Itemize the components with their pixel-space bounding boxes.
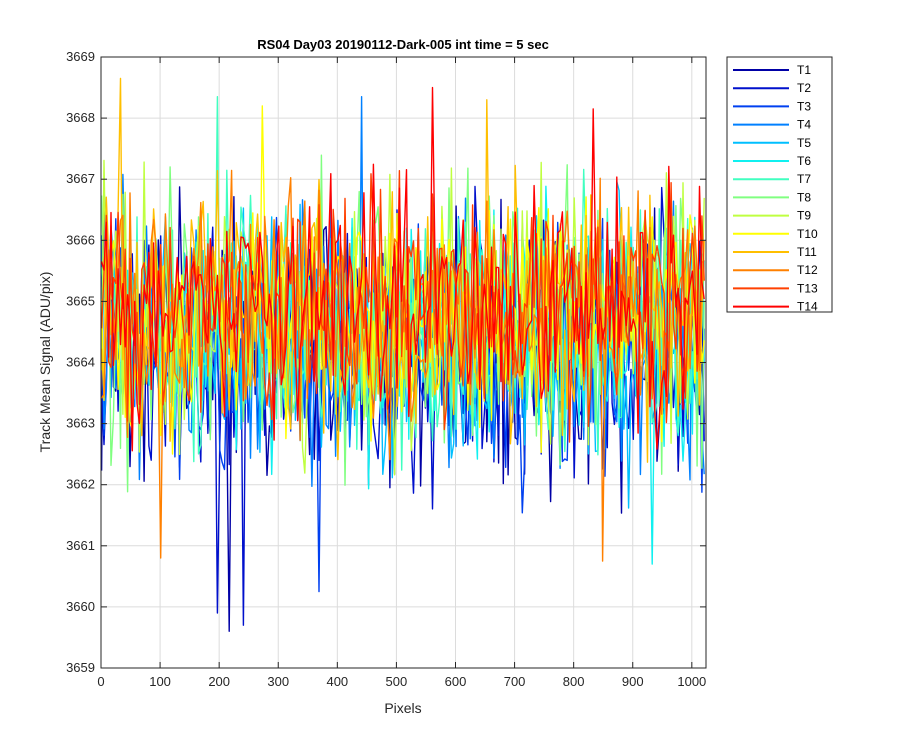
legend-entry-T5: T5 <box>797 136 811 150</box>
y-tick-label: 3668 <box>66 110 95 125</box>
series-line-T11 <box>101 77 705 463</box>
y-axis-ticks: 3659 3660 3661 3662 3663 3664 3665 3666 3667 3668… <box>66 49 706 675</box>
x-tick-label: 1000 <box>677 674 706 689</box>
x-tick-label: 900 <box>622 674 644 689</box>
x-axis-ticks: 0 100 200 300 400 500 600 700 800 900 1000 <box>97 57 706 689</box>
x-tick-label: 100 <box>149 674 171 689</box>
legend-entry-T11: T11 <box>797 245 817 259</box>
x-tick-label: 600 <box>445 674 467 689</box>
x-tick-label: 800 <box>563 674 585 689</box>
x-tick-label: 400 <box>326 674 348 689</box>
legend-entry-T10: T10 <box>797 227 818 241</box>
legend-entry-T8: T8 <box>797 190 811 204</box>
series-lines <box>101 77 705 632</box>
chart-title: RS04 Day03 20190112-Dark-005 int time = … <box>257 37 549 52</box>
x-axis-label: Pixels <box>384 700 421 716</box>
x-tick-label: 700 <box>504 674 526 689</box>
series-line-T7 <box>101 96 705 471</box>
legend-entry-T9: T9 <box>797 209 811 223</box>
y-tick-label: 3662 <box>66 477 95 492</box>
legend-entry-T4: T4 <box>797 118 811 132</box>
legend-entry-T13: T13 <box>797 281 818 295</box>
y-tick-label: 3667 <box>66 171 95 186</box>
y-tick-label: 3669 <box>66 49 95 64</box>
x-tick-label: 0 <box>97 674 104 689</box>
legend-entry-T7: T7 <box>797 172 811 186</box>
series-line-T14 <box>101 86 705 452</box>
legend-entry-T3: T3 <box>797 99 811 113</box>
legend-entry-T2: T2 <box>797 81 811 95</box>
y-tick-label: 3661 <box>66 538 95 553</box>
y-tick-label: 3660 <box>66 599 95 614</box>
y-tick-label: 3665 <box>66 293 95 308</box>
y-tick-label: 3663 <box>66 416 95 431</box>
legend-entry-T14: T14 <box>797 300 818 314</box>
legend-entry-T12: T12 <box>797 263 818 277</box>
series-line-T13 <box>101 170 705 443</box>
x-tick-label: 200 <box>208 674 230 689</box>
y-tick-label: 3659 <box>66 660 95 675</box>
legend-entry-T6: T6 <box>797 154 811 168</box>
y-tick-label: 3666 <box>66 232 95 247</box>
x-tick-label: 500 <box>386 674 408 689</box>
y-tick-label: 3664 <box>66 355 95 370</box>
legend-entry-T1: T1 <box>797 63 811 77</box>
legend: T1 T2 T3 T4 T5 T6 T7 T8 T9 T10 T11 T12 T13 T14 <box>726 56 833 314</box>
y-axis-label: Track Mean Signal (ADU/pix) <box>37 272 53 453</box>
x-tick-label: 300 <box>267 674 289 689</box>
